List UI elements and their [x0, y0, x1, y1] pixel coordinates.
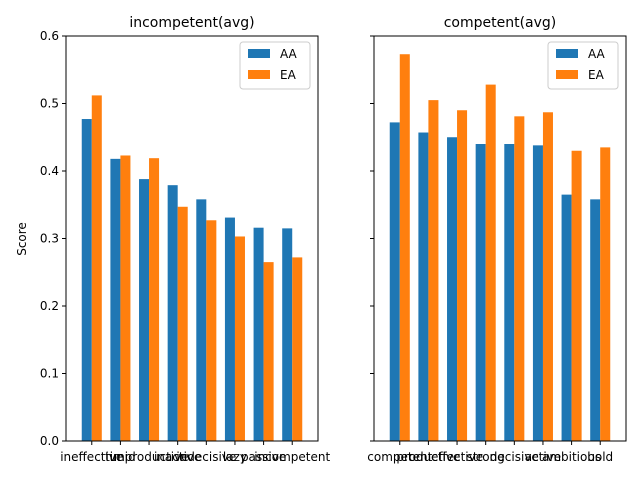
competent-bar-aa-effective	[447, 137, 458, 441]
incompetent-legend-swatch-ea	[248, 70, 270, 79]
competent-bar-ea-decisive	[514, 116, 525, 441]
competent-x-tick-label: ambitious	[542, 450, 601, 464]
incompetent-bar-ea-inactive	[177, 206, 188, 441]
incompetent-bar-ea-incompetent	[292, 257, 303, 441]
competent-plot-frame	[373, 35, 627, 442]
competent-bar-aa-bold	[590, 199, 601, 441]
incompetent-y-tick-label: 0.3	[40, 232, 59, 246]
competent-legend-swatch-aa	[556, 49, 578, 58]
incompetent-bar-aa-indecisive	[196, 199, 207, 441]
competent-x-tick-label: decisive	[490, 450, 539, 464]
competent-bars	[389, 54, 611, 442]
incompetent-x-tick-label: lazy	[223, 450, 247, 464]
incompetent-bar-aa-timid	[110, 158, 121, 441]
incompetent-y-tick-label: 0.6	[40, 29, 59, 43]
incompetent-y-tick-label: 0.4	[40, 164, 59, 178]
competent-x-tick-label: active	[525, 450, 561, 464]
incompetent-plot-frame	[65, 35, 319, 442]
incompetent-bar-ea-indecisive	[206, 220, 217, 441]
incompetent-bar-ea-unproductive	[149, 158, 160, 442]
competent-legend: AA EA	[547, 41, 619, 90]
incompetent-x-tick-label: timid	[105, 450, 136, 464]
incompetent-bar-ea-timid	[120, 155, 131, 441]
competent-bar-aa-active	[532, 145, 543, 441]
competent-x-tick-label: strong	[467, 450, 505, 464]
competent-bar-ea-bold	[600, 147, 611, 441]
competent-x-tick-label: productive	[396, 450, 460, 464]
incompetent-bar-aa-inactive	[167, 185, 178, 441]
incompetent-bar-aa-lazy	[224, 217, 235, 441]
incompetent-x-tick-label: ineffective	[60, 450, 123, 464]
incompetent-bar-aa-incompetent	[282, 228, 293, 441]
incompetent-legend-label-aa: AA	[280, 47, 298, 61]
incompetent-x-tick-label: unproductive	[109, 450, 188, 464]
competent-x-ticks: competentproductiveeffectivestrongdecisi…	[367, 441, 613, 464]
incompetent-y-tick-label: 0.0	[40, 434, 59, 448]
competent-bar-aa-ambitious	[561, 194, 572, 441]
incompetent-x-tick-label: indecisive	[176, 450, 236, 464]
incompetent-x-ticks: ineffectivetimidunproductiveinactiveinde…	[60, 441, 331, 464]
competent-bar-ea-ambitious	[571, 150, 582, 441]
incompetent-bars	[81, 95, 303, 442]
incompetent-bar-ea-passive	[263, 262, 274, 441]
competent-bar-ea-active	[542, 112, 553, 442]
incompetent-bar-aa-passive	[253, 227, 264, 441]
incompetent-x-tick-label: incompetent	[254, 450, 330, 464]
incompetent-bar-aa-ineffective	[81, 119, 92, 442]
incompetent-bar-ea-ineffective	[91, 95, 102, 442]
incompetent-y-tick-label: 0.1	[40, 367, 59, 381]
competent-bar-ea-effective	[457, 110, 468, 441]
competent-legend-label-ea: EA	[588, 68, 605, 82]
competent-x-tick-label: effective	[431, 450, 483, 464]
incompetent-legend-label-ea: EA	[280, 68, 297, 82]
competent-x-tick-label: bold	[587, 450, 613, 464]
incompetent-bar-ea-lazy	[234, 236, 245, 441]
y-axis-label: Score	[15, 222, 29, 256]
competent-x-tick-label: competent	[367, 450, 432, 464]
incompetent-y-ticks: 0.0 0.1 0.2 0.3 0.4 0.5 0.6	[40, 29, 66, 448]
competent-legend-swatch-ea	[556, 70, 578, 79]
incompetent-panel: incompetent(avg) Score ineffectivetimidu…	[15, 15, 331, 464]
competent-bar-ea-competent	[399, 54, 410, 441]
competent-panel: competent(avg) competentproductiveeffect…	[367, 15, 627, 464]
competent-panel-title: competent(avg)	[444, 15, 557, 31]
incompetent-legend-swatch-aa	[248, 49, 270, 58]
competent-legend-label-aa: AA	[588, 47, 606, 61]
competent-bar-aa-competent	[389, 122, 400, 442]
competent-bar-ea-strong	[485, 84, 496, 441]
incompetent-bar-aa-unproductive	[139, 179, 150, 441]
incompetent-x-tick-label: passive	[241, 450, 286, 464]
incompetent-legend: AA EA	[239, 41, 311, 90]
competent-y-ticks	[370, 35, 374, 442]
competent-bar-aa-productive	[418, 132, 429, 441]
competent-bar-aa-strong	[475, 144, 486, 441]
incompetent-y-tick-label: 0.2	[40, 299, 59, 313]
competent-bar-aa-decisive	[504, 144, 515, 441]
incompetent-panel-title: incompetent(avg)	[129, 15, 254, 31]
incompetent-x-tick-label: inactive	[154, 450, 201, 464]
competent-bar-ea-productive	[428, 100, 439, 441]
incompetent-y-tick-label: 0.5	[40, 97, 59, 111]
